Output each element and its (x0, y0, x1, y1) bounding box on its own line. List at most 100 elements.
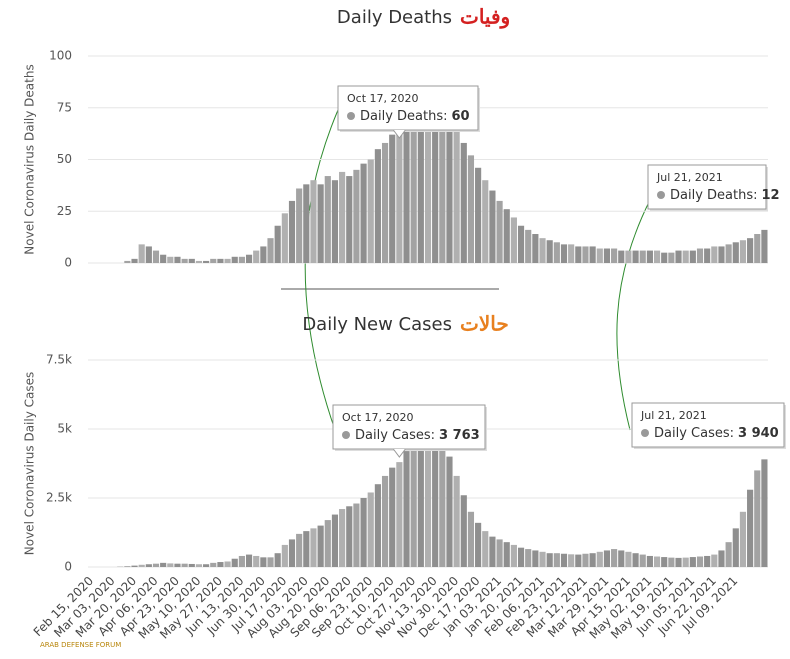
chart-title: Daily New Cases (302, 314, 452, 335)
chart-title-arabic: وفيات (460, 5, 510, 30)
y-axis-label: Novel Coronavirus Daily Deaths (23, 64, 37, 254)
bar (310, 180, 317, 263)
tooltip-pointer (392, 129, 406, 139)
bar (539, 551, 546, 567)
y-tick-label: 50 (57, 152, 72, 166)
bar (467, 155, 475, 263)
bar (496, 200, 503, 263)
tooltip-label-text: Daily Cases: (355, 428, 435, 443)
bar (639, 250, 646, 263)
bar (396, 462, 403, 567)
y-tick-label: 2.5k (46, 491, 72, 505)
bar (689, 557, 696, 567)
bar (747, 238, 754, 263)
bar (346, 506, 353, 567)
bar (553, 242, 560, 263)
bar (424, 429, 432, 567)
chart-title-arabic: حالات (460, 312, 509, 336)
bar (568, 554, 575, 567)
bar (124, 260, 131, 263)
bar (489, 536, 496, 567)
bar (711, 246, 718, 263)
bar (224, 561, 231, 567)
tooltip-date: Oct 17, 2020 (347, 92, 419, 105)
bar (503, 209, 510, 263)
bar (668, 557, 675, 567)
tooltip-date: Jul 21, 2021 (656, 171, 723, 184)
bar (711, 554, 718, 567)
tooltip-dot (641, 429, 649, 437)
tooltip-value: 12 (762, 188, 780, 203)
connector (304, 109, 339, 431)
bar (245, 554, 253, 567)
bar (553, 553, 560, 567)
bar (324, 176, 331, 263)
tooltip-label: Daily Cases: 3 940 (654, 426, 779, 441)
bar (339, 509, 346, 567)
bar (181, 563, 188, 567)
bar (167, 563, 174, 567)
bar (467, 511, 475, 567)
bar (596, 248, 603, 263)
bar (603, 550, 611, 567)
bar (403, 118, 410, 263)
tooltip-dot (657, 191, 665, 199)
bar (324, 520, 331, 567)
bar (160, 562, 167, 567)
bar (668, 252, 675, 263)
y-tick-label: 0 (64, 256, 72, 270)
y-tick-label: 5k (57, 422, 72, 436)
bar (546, 553, 553, 567)
bar (331, 180, 339, 263)
bar (317, 184, 324, 263)
bar (260, 557, 267, 567)
bar (145, 564, 152, 567)
bar (138, 244, 145, 263)
bar (317, 525, 324, 567)
bar (396, 128, 403, 263)
bar (424, 101, 432, 263)
bar (267, 557, 274, 567)
bar (231, 558, 238, 567)
bar (568, 244, 575, 263)
bar (381, 142, 389, 263)
tooltip-date: Jul 21, 2021 (640, 409, 707, 422)
bar (210, 258, 217, 263)
bar (718, 550, 725, 567)
bar (152, 250, 160, 263)
bar (460, 142, 467, 263)
y-tick-label: 100 (49, 49, 72, 63)
bar (704, 555, 711, 567)
tooltip-label-text: Daily Deaths: (670, 188, 758, 203)
bar (510, 544, 517, 567)
bar (203, 564, 210, 567)
bar (475, 167, 482, 263)
bar (274, 553, 281, 567)
bar (446, 113, 453, 264)
bar (167, 256, 174, 263)
bar (374, 149, 381, 263)
bar (131, 565, 138, 567)
bar (410, 442, 417, 567)
bar (145, 246, 152, 263)
bar (288, 539, 296, 567)
bar (725, 244, 732, 263)
y-tick-label: 7.5k (46, 353, 72, 367)
bar (138, 564, 145, 567)
tooltip-label-text: Daily Deaths: (360, 109, 448, 124)
bar (517, 547, 525, 567)
bar (661, 252, 668, 263)
bar (260, 246, 267, 263)
bar (682, 250, 689, 263)
bar (281, 213, 288, 263)
bar (682, 557, 689, 567)
bar (224, 258, 231, 263)
bar (589, 246, 596, 263)
tooltip-value: 3 763 (439, 428, 480, 443)
bar (439, 440, 446, 567)
bar (217, 562, 224, 567)
bar (367, 492, 374, 567)
bar (453, 475, 460, 567)
chart-title: Daily Deaths (337, 7, 452, 28)
bar (532, 550, 539, 567)
